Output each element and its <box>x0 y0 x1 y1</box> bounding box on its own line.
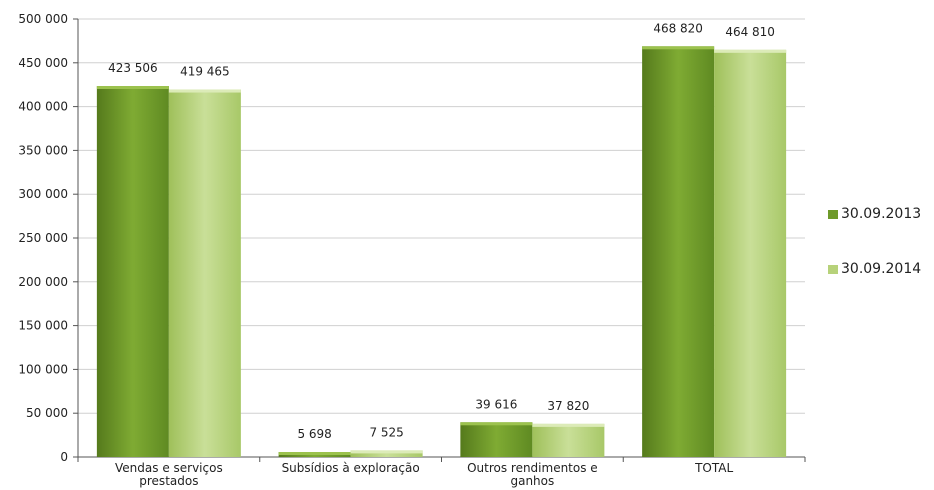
bar-top-highlight <box>278 452 351 456</box>
y-tick-label: 0 <box>60 450 68 464</box>
bar-2014 <box>168 89 241 458</box>
y-tick-label: 400 000 <box>18 100 68 114</box>
data-label: 37 820 <box>547 399 589 413</box>
x-category-label: TOTAL <box>694 461 733 475</box>
bar-2013 <box>96 86 169 458</box>
y-tick-label: 150 000 <box>18 319 68 333</box>
data-label: 468 820 <box>653 21 703 35</box>
y-tick-label: 500 000 <box>18 12 68 26</box>
bar-2014 <box>714 49 787 457</box>
y-tick-label: 100 000 <box>18 362 68 376</box>
legend-label-2013: 30.09.2013 <box>841 206 922 222</box>
y-tick-label: 200 000 <box>18 275 68 289</box>
bar-2014 <box>350 450 423 457</box>
legend-label-2014: 30.09.2014 <box>841 261 922 277</box>
bar-top-highlight <box>532 423 605 427</box>
legend-item-2013: 30.09.2013 <box>828 206 921 222</box>
bar-top-highlight <box>96 86 169 90</box>
bar-top-highlight <box>460 422 533 426</box>
bar-2013 <box>642 46 715 457</box>
y-tick-label: 250 000 <box>18 231 68 245</box>
x-category-label: Outros rendimentos e <box>467 461 598 475</box>
y-tick-label: 300 000 <box>18 187 68 201</box>
data-label: 423 506 <box>108 61 158 75</box>
data-label: 464 810 <box>725 25 775 39</box>
x-category-label: ganhos <box>510 474 554 488</box>
x-category-label: prestados <box>139 474 198 488</box>
bar-top-highlight <box>642 46 715 50</box>
legend-swatch-2013 <box>828 209 838 219</box>
data-label: 419 465 <box>180 65 230 79</box>
legend-swatch-2014 <box>828 264 838 274</box>
bar-top-highlight <box>350 450 423 454</box>
axes: 0 50 000 100 000 150 000 200 000 250 000 300 0… <box>18 12 806 488</box>
data-label: 39 616 <box>475 397 517 411</box>
bar-top-highlight <box>714 49 787 53</box>
x-category-label: Vendas e serviços <box>115 461 223 475</box>
y-tick-label: 50 000 <box>26 406 68 420</box>
y-tick-label: 350 000 <box>18 143 68 157</box>
bar-2014 <box>532 423 605 457</box>
bar-2013 <box>460 422 533 457</box>
data-label: 5 698 <box>297 427 331 441</box>
data-labels: 423 506 419 465 5 698 7 525 39 616 37 820 468 … <box>108 21 775 441</box>
y-tick-label: 450 000 <box>18 56 68 70</box>
bars <box>96 46 787 458</box>
bar-top-highlight <box>168 89 241 93</box>
x-category-label: Subsídios à exploração <box>282 461 420 475</box>
data-label: 7 525 <box>369 425 403 439</box>
legend-item-2014: 30.09.2014 <box>828 261 921 277</box>
